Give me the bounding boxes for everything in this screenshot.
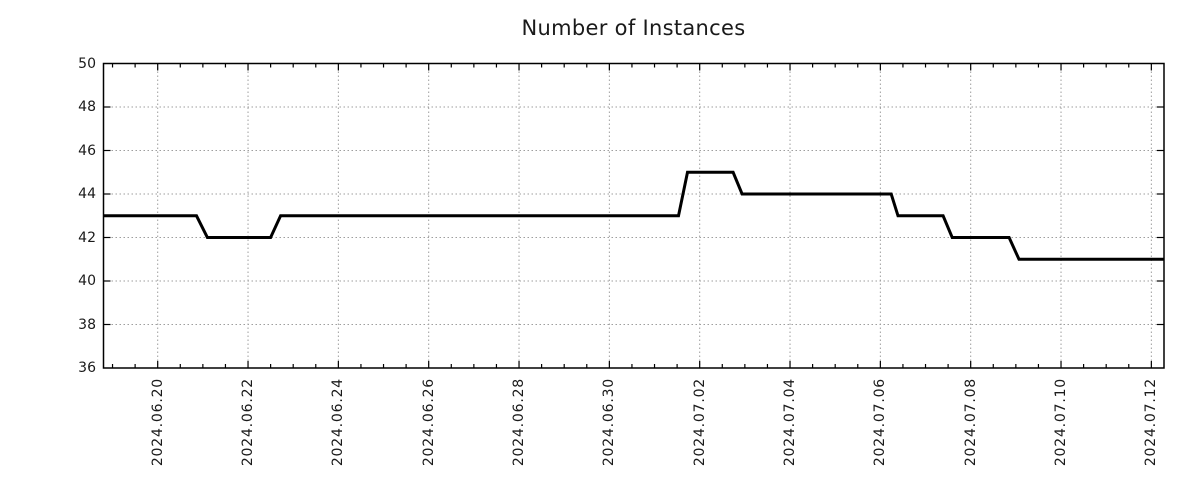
y-tick-label: 50	[78, 55, 96, 72]
x-tick-label: 2024.06.22	[240, 378, 257, 467]
x-tick-label: 2024.07.12	[1143, 378, 1160, 467]
y-tick-label: 36	[78, 360, 96, 376]
x-tick-label: 2024.07.04	[782, 378, 799, 467]
x-tick-label: 2024.06.24	[330, 378, 347, 467]
y-tick-label: 48	[78, 99, 96, 115]
x-tick-label: 2024.07.10	[1053, 378, 1070, 467]
x-tick-label: 2024.07.06	[872, 378, 889, 467]
y-tick-label: 38	[78, 316, 96, 333]
y-tick-label: 40	[78, 273, 96, 289]
x-tick-label: 2024.07.08	[962, 378, 979, 467]
y-tick-label: 46	[78, 142, 96, 159]
x-tick-label: 2024.06.28	[511, 378, 528, 467]
x-tick-label: 2024.06.20	[149, 378, 166, 467]
y-tick-label: 42	[78, 229, 96, 246]
x-tick-label: 2024.06.26	[420, 378, 437, 467]
y-tick-label: 44	[78, 186, 96, 202]
x-tick-label: 2024.06.30	[601, 378, 618, 467]
x-tick-label: 2024.07.02	[691, 378, 708, 467]
chart-title: Number of Instances	[521, 16, 746, 40]
series-line	[103, 170, 1164, 261]
